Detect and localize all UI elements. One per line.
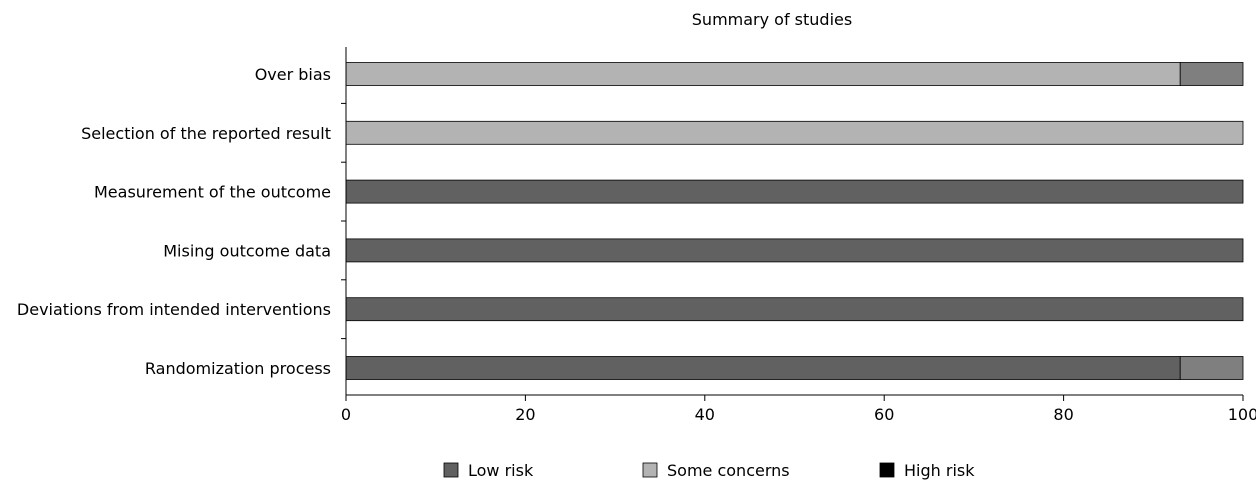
bar-segment (345, 120, 1244, 145)
category-label: Mising outcome data (163, 241, 331, 260)
legend-swatch (642, 462, 658, 478)
bar-segment (1179, 356, 1244, 380)
x-tick-label: 20 (515, 405, 535, 424)
legend-label: Some concerns (667, 461, 790, 480)
bar-segment (1179, 62, 1244, 86)
category-label: Measurement of the outcome (94, 183, 331, 202)
bar-segment (345, 356, 1181, 380)
legend-label: High risk (904, 461, 975, 480)
x-tick-label: 80 (1053, 405, 1073, 424)
bar-segment (345, 297, 1244, 322)
bar-segment (345, 238, 1244, 263)
category-label: Selection of the reported result (81, 124, 331, 143)
category-label: Deviations from intended interventions (17, 300, 331, 319)
legend-swatch (443, 462, 459, 478)
bar-segment (345, 179, 1244, 204)
bar-segment (345, 62, 1181, 86)
x-tick-label: 60 (874, 405, 894, 424)
chart-title: Summary of studies (692, 10, 852, 29)
x-tick-label: 40 (695, 405, 715, 424)
legend-swatch (879, 462, 895, 478)
category-label: Randomization process (145, 359, 331, 378)
category-label: Over bias (255, 65, 331, 84)
x-tick-label: 0 (341, 405, 351, 424)
x-tick-label: 100 (1228, 405, 1256, 424)
legend-label: Low risk (468, 461, 534, 480)
